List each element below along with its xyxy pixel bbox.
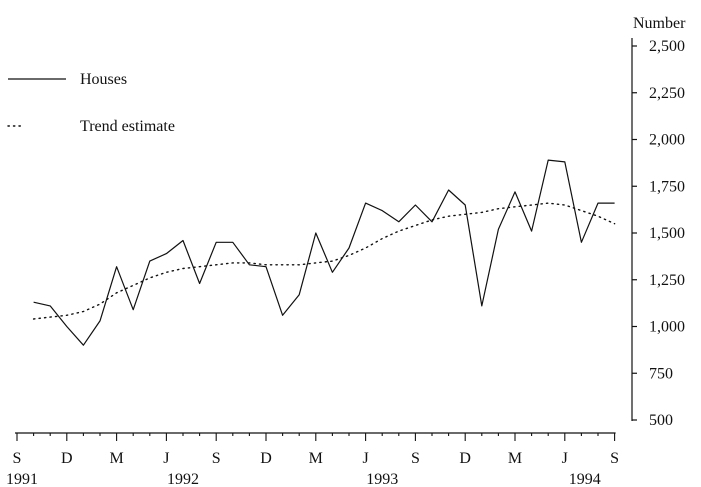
y-tick-label: 2,000 [649, 132, 685, 149]
y-tick-label: 1,250 [649, 272, 685, 289]
x-year-label: 1994 [569, 471, 601, 487]
y-tick-label: 1,500 [649, 225, 685, 242]
x-year-label: 1993 [366, 471, 398, 487]
x-tick-label: D [61, 450, 73, 467]
x-tick-label: S [610, 450, 619, 467]
legend: Houses Trend estimate [7, 71, 175, 135]
x-tick-label: M [109, 450, 123, 467]
x-year-label: 1992 [167, 471, 199, 487]
x-tick-label: J [562, 450, 568, 467]
series-line-houses [33, 159, 615, 346]
y-tick-label: 1,750 [649, 178, 685, 195]
legend-label-trend-estimate: Trend estimate [80, 118, 175, 135]
y-tick-label: 750 [649, 365, 673, 382]
x-tick-label: S [212, 450, 221, 467]
x-year-label: 1991 [6, 471, 38, 487]
x-tick-label: S [13, 450, 22, 467]
x-tick-label: J [163, 450, 169, 467]
x-tick-label: M [309, 450, 323, 467]
y-tick-label: 1,000 [649, 319, 685, 336]
x-tick-label: M [508, 450, 522, 467]
series-layer [32, 159, 616, 346]
axes: 2,500 2,250 2,000 1,750 1,500 1,250 1,000 750 50… [6, 38, 685, 487]
x-tick-label: S [411, 450, 420, 467]
y-tick-label: 2,250 [649, 85, 685, 102]
x-tick-label: J [362, 450, 368, 467]
x-tick-label: D [260, 450, 272, 467]
legend-label-houses: Houses [80, 71, 127, 88]
y-tick-label: 2,500 [649, 38, 685, 55]
x-tick-label: D [459, 450, 471, 467]
y-tick-label: 500 [649, 412, 673, 429]
y-axis-units-label: Number [633, 15, 686, 32]
series-line-trend-estimate [32, 202, 616, 320]
